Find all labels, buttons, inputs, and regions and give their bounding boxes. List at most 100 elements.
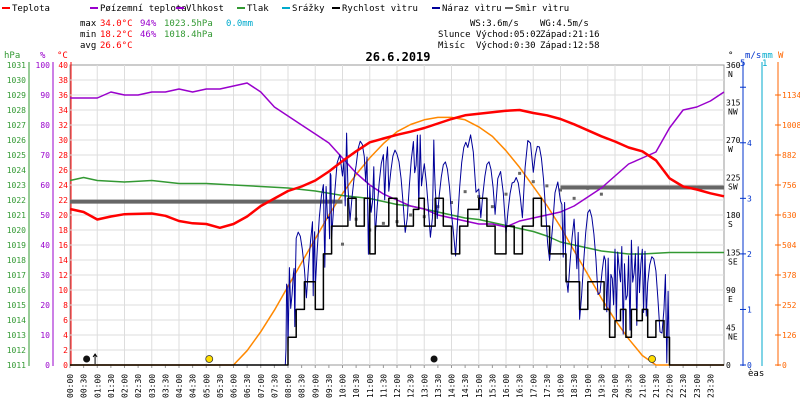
pressure-tick-label: 1029 bbox=[7, 91, 26, 100]
unit-temp: °C bbox=[57, 51, 68, 61]
percent-tick-label: 70 bbox=[40, 151, 50, 160]
series-wind-direction-point bbox=[572, 196, 576, 200]
radiation-tick-label: 504 bbox=[782, 241, 797, 250]
direction-tick-label: 135 bbox=[726, 249, 741, 258]
x-tick-label: 06:30 bbox=[243, 374, 252, 398]
wind-tick-label: 0 bbox=[747, 361, 752, 370]
x-tick-label: 00:00 bbox=[66, 374, 75, 398]
direction-tick-compass: S bbox=[728, 220, 733, 229]
legend-label-pressure: Tlak bbox=[247, 4, 269, 14]
radiation-tick-label: 126 bbox=[782, 331, 797, 340]
temp-tick-label: 2 bbox=[63, 346, 68, 355]
moonset: Západ:12:58 bbox=[540, 41, 600, 51]
pressure-tick-label: 1018 bbox=[7, 256, 26, 265]
series-wind-direction-point bbox=[490, 205, 494, 209]
temp-tick-label: 38 bbox=[58, 76, 68, 85]
moon-phase-icon bbox=[430, 355, 438, 363]
temp-tick-label: 18 bbox=[58, 226, 68, 235]
x-tick-label: 23:30 bbox=[706, 374, 715, 398]
radiation-tick-label: 882 bbox=[782, 151, 797, 160]
series-wind-direction-point bbox=[341, 242, 344, 246]
direction-tick-compass: N bbox=[728, 70, 733, 79]
temp-tick-label: 0 bbox=[63, 361, 68, 370]
x-tick-label: 06:00 bbox=[230, 374, 239, 398]
direction-tick-compass: E bbox=[728, 295, 733, 304]
x-tick-label: 00:30 bbox=[80, 374, 89, 398]
x-tick-label: 19:30 bbox=[597, 374, 606, 398]
up-arrow-icon bbox=[92, 353, 98, 364]
series-wind-direction-point bbox=[463, 190, 467, 194]
x-tick-label: 18:00 bbox=[557, 374, 566, 398]
direction-tick-compass: SE bbox=[728, 258, 738, 267]
direction-tick-label: 45 bbox=[726, 324, 736, 333]
percent-tick-label: 40 bbox=[40, 241, 50, 250]
x-tick-label: 14:30 bbox=[461, 374, 470, 398]
percent-tick-label: 0 bbox=[45, 361, 50, 370]
temp-tick-label: 8 bbox=[63, 301, 68, 310]
series-wind-direction-point bbox=[450, 201, 453, 204]
x-tick-label: 11:00 bbox=[366, 374, 375, 398]
x-tick-label: 17:00 bbox=[529, 374, 538, 398]
series-wind-direction-point bbox=[559, 188, 562, 192]
moon-label: Mìsíc bbox=[438, 41, 465, 51]
percent-tick-label: 50 bbox=[40, 211, 50, 220]
legend-label-ground-temp: Pøízemní teplota bbox=[100, 4, 187, 14]
pressure-tick-label: 1026 bbox=[7, 136, 26, 145]
x-tick-label: 16:00 bbox=[502, 374, 511, 398]
sun-icon bbox=[648, 355, 656, 363]
x-tick-label: 10:00 bbox=[339, 374, 348, 398]
radiation-tick-label: 630 bbox=[782, 211, 797, 220]
sun-label: Slunce bbox=[438, 30, 471, 40]
percent-tick-label: 10 bbox=[40, 331, 50, 340]
temp-tick-label: 24 bbox=[58, 181, 68, 190]
x-tick-label: 03:00 bbox=[148, 374, 157, 398]
radiation-tick-label: 756 bbox=[782, 181, 797, 190]
series bbox=[69, 82, 725, 366]
unit-percent: % bbox=[40, 51, 46, 61]
percent-tick-label: 60 bbox=[40, 181, 50, 190]
x-tick-label: 22:30 bbox=[679, 374, 688, 398]
direction-tick-label: 90 bbox=[726, 286, 736, 295]
temp-tick-label: 20 bbox=[58, 211, 68, 220]
pressure-tick-label: 1013 bbox=[7, 331, 26, 340]
unit-precip: mm bbox=[762, 51, 773, 61]
stats-min-temp: 18.2°C bbox=[100, 30, 133, 40]
x-tick-label: 05:00 bbox=[202, 374, 211, 398]
series-wind-direction-point bbox=[409, 213, 413, 217]
percent-tick-label: 20 bbox=[40, 301, 50, 310]
direction-tick-compass: W bbox=[728, 145, 733, 154]
wind-tick-label: 2 bbox=[747, 250, 752, 259]
x-tick-label: 07:00 bbox=[257, 374, 266, 398]
percent-tick-label: 90 bbox=[40, 91, 50, 100]
stats-min-label: min bbox=[80, 30, 96, 40]
x-tick-label: 01:00 bbox=[93, 374, 102, 398]
direction-tick-compass: NE bbox=[728, 333, 738, 342]
stats-min-humidity: 46% bbox=[140, 30, 157, 40]
unit-wind: m/s bbox=[745, 51, 761, 61]
x-tick-label: 17:30 bbox=[543, 374, 552, 398]
x-tick-label: 09:30 bbox=[325, 374, 334, 398]
stats-min-pressure: 1018.4hPa bbox=[164, 30, 213, 40]
unit-pressure: hPa bbox=[4, 51, 20, 61]
direction-tick-label: 315 bbox=[726, 99, 741, 108]
series-wind-direction-point bbox=[531, 180, 535, 184]
moon-phase-icon bbox=[83, 355, 91, 363]
series-wind-direction-point bbox=[504, 192, 508, 196]
series-wind-direction-point bbox=[586, 186, 590, 190]
x-tick-label: 05:30 bbox=[216, 374, 225, 398]
series-line-wind-gust bbox=[70, 132, 724, 366]
axes: 00:00 00:30 01:00 01:30 02:00 02:30 03:00 03:30… bbox=[7, 61, 800, 398]
stats-precip: 0.0mm bbox=[226, 19, 253, 29]
pressure-tick-label: 1031 bbox=[7, 61, 26, 70]
series-wind-direction-point bbox=[477, 195, 481, 199]
x-tick-label: 04:00 bbox=[175, 374, 184, 398]
x-tick-label: 22:00 bbox=[666, 374, 675, 398]
x-tick-label: 03:30 bbox=[161, 374, 170, 398]
pressure-tick-label: 1027 bbox=[7, 121, 26, 130]
unit-direction: ° bbox=[728, 51, 733, 61]
legend-label-temperature: Teplota bbox=[12, 4, 50, 14]
series-wind-direction-point bbox=[381, 221, 385, 225]
radiation-tick-label: 0 bbox=[782, 361, 787, 370]
temp-tick-label: 6 bbox=[63, 316, 68, 325]
